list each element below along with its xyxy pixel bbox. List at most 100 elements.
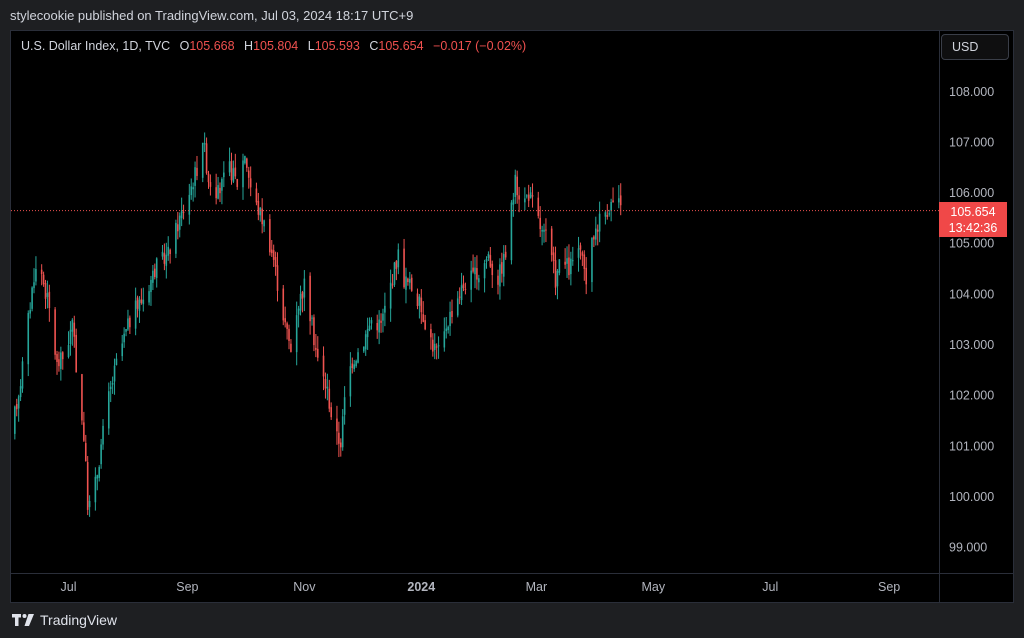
candle-body (61, 352, 64, 360)
candle-body (259, 207, 262, 216)
candle-body (288, 328, 290, 341)
candle-body (362, 346, 365, 352)
candle-body (543, 229, 545, 232)
candle-body (69, 329, 72, 345)
time-tick-label: Nov (293, 580, 316, 594)
candle-body (579, 245, 582, 250)
candle-body (125, 328, 127, 332)
candle-body (608, 213, 611, 215)
candle-body (81, 374, 83, 421)
candle-body (476, 268, 478, 280)
candle-body (433, 343, 436, 350)
candle-body (570, 258, 572, 275)
candle-body (175, 222, 177, 254)
candle-body (230, 160, 233, 181)
high-value: 105.804 (253, 39, 299, 53)
candle-body (593, 236, 595, 240)
candle-body (73, 322, 76, 337)
candle-body (591, 237, 593, 283)
candle-body (136, 297, 139, 309)
footer-brand-label: TradingView (40, 612, 118, 628)
candle-body (368, 325, 371, 330)
candle-body (33, 282, 35, 289)
tradingview-logo-icon (12, 614, 34, 626)
candle-body (94, 476, 97, 503)
candle-body (527, 194, 530, 201)
candle-body (177, 224, 179, 232)
candle-body (437, 345, 440, 347)
candle-body (21, 361, 24, 389)
candle-body (499, 264, 501, 287)
symbol-legend: U.S. Dollar Index, 1D, TVC O105.668 H105… (21, 39, 526, 53)
candle-body (155, 258, 158, 278)
candle-body (407, 278, 409, 283)
candle-body (27, 313, 30, 365)
candle-body (529, 192, 532, 199)
candle-body (445, 328, 448, 332)
candle-body (96, 475, 99, 479)
candle-body (558, 259, 561, 273)
candle-body (618, 198, 620, 203)
candle-body (416, 293, 419, 307)
candle-body (215, 187, 217, 199)
candle-body (282, 288, 285, 321)
candle-body (297, 308, 300, 315)
candle-body (485, 258, 488, 262)
chart-panel[interactable]: 99.000 100.000 101.000 102.000 103.000 104.00… (10, 30, 1014, 603)
time-tick-label: Sep (176, 580, 198, 594)
candle-body (316, 348, 319, 358)
footer-brand[interactable]: TradingView (12, 612, 117, 628)
price-tick-label: 99.000 (949, 541, 987, 555)
time-tick-label: Mar (526, 580, 548, 594)
candle-body (217, 185, 219, 199)
candle-body (190, 186, 193, 196)
axes: 99.000 100.000 101.000 102.000 103.000 104.00… (11, 31, 1013, 602)
candle-body (366, 328, 369, 338)
candle-body (107, 391, 110, 429)
candle-body (338, 432, 340, 444)
candle-body (516, 176, 518, 196)
candle-body (178, 215, 181, 230)
candle-body (462, 283, 465, 289)
candle-body (46, 293, 49, 297)
low-value: 105.593 (314, 39, 360, 53)
low-label: L (307, 39, 315, 53)
candle-body (148, 291, 150, 303)
candle-body (353, 364, 356, 370)
candle-body (284, 318, 286, 323)
candle-body (364, 334, 367, 350)
last-price-value: 105.654 (950, 205, 996, 219)
price-tick-label: 100.000 (949, 490, 994, 504)
currency-button[interactable]: USD (941, 34, 1009, 60)
time-tick-label: May (642, 580, 666, 594)
candle-body (483, 263, 486, 279)
candle-body (40, 269, 43, 275)
candle-body (403, 248, 405, 288)
candle-body (209, 182, 212, 187)
candles (14, 132, 622, 517)
candle-body (474, 267, 476, 275)
candle-body (378, 319, 380, 333)
price-chart[interactable]: 99.000 100.000 101.000 102.000 103.000 104.00… (11, 31, 1013, 602)
candle-body (257, 200, 260, 215)
candle-body (86, 462, 89, 510)
candle-body (384, 305, 386, 313)
candle-body (449, 311, 451, 327)
open-value: 105.668 (189, 39, 235, 53)
price-tick-label: 104.000 (949, 287, 994, 301)
candle-body (83, 422, 85, 441)
candle-body (525, 195, 528, 197)
candle-body (299, 293, 302, 311)
candle-body (357, 352, 359, 363)
candle-body (54, 309, 56, 355)
candle-body (491, 263, 494, 276)
candle-body (343, 397, 346, 415)
candle-body (138, 299, 141, 311)
price-tick-label: 106.000 (949, 186, 994, 200)
candle-body (29, 310, 31, 314)
time-tick-label: Sep (878, 580, 900, 594)
candle-body (470, 270, 472, 290)
time-tick-label: 2024 (407, 580, 435, 594)
candle-body (48, 291, 51, 308)
candle-body (510, 202, 513, 261)
